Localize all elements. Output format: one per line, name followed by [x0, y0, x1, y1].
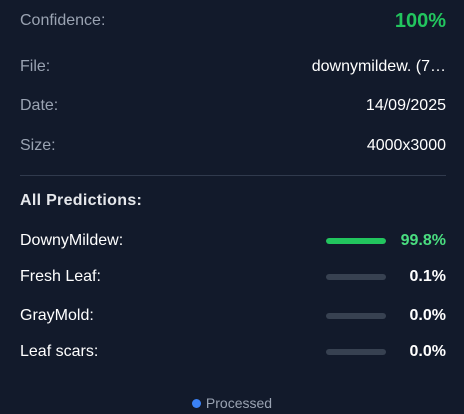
section-divider: [20, 175, 446, 176]
date-value: 14/09/2025: [365, 97, 446, 114]
prediction-bar-track: [326, 274, 386, 280]
prediction-percent: 0.1%: [409, 268, 446, 285]
processing-status: Processed: [0, 395, 464, 411]
prediction-percent: 99.8%: [400, 232, 446, 249]
file-row: File: downymildew. (7…: [20, 55, 446, 79]
prediction-row-graymold: GrayMold: 0.0%: [20, 304, 446, 328]
prediction-result: 99.8%: [326, 232, 446, 250]
size-value: 4000x3000: [366, 137, 446, 154]
prediction-percent: 0.0%: [409, 343, 446, 360]
prediction-label: GrayMold:: [20, 307, 94, 324]
prediction-row-leaf-scars: Leaf scars: 0.0%: [20, 340, 446, 364]
size-row: Size: 4000x3000: [20, 134, 446, 158]
prediction-bar-track: [326, 313, 386, 319]
date-row: Date: 14/09/2025: [20, 94, 446, 118]
predictions-title: All Predictions:: [20, 192, 143, 209]
confidence-label: Confidence:: [20, 12, 106, 29]
prediction-percent: 0.0%: [409, 307, 446, 324]
prediction-bar-track: [326, 238, 386, 244]
prediction-result: 0.0%: [326, 343, 446, 361]
file-label: File:: [20, 58, 51, 75]
confidence-value: 100%: [394, 9, 446, 32]
prediction-bar-fill: [326, 238, 386, 244]
status-label: Processed: [205, 395, 273, 411]
status-dot-icon: [191, 398, 201, 408]
size-label: Size:: [20, 137, 56, 154]
prediction-label: Fresh Leaf:: [20, 268, 101, 285]
prediction-result: 0.1%: [326, 268, 446, 286]
prediction-label: Leaf scars:: [20, 343, 99, 360]
date-label: Date:: [20, 97, 59, 114]
prediction-label: DownyMildew:: [20, 232, 124, 249]
prediction-result: 0.0%: [326, 307, 446, 325]
confidence-row: Confidence: 100%: [20, 9, 446, 33]
file-value: downymildew. (7…: [311, 58, 446, 75]
prediction-row-downymildew: DownyMildew: 99.8%: [20, 229, 446, 253]
prediction-row-fresh-leaf: Fresh Leaf: 0.1%: [20, 265, 446, 289]
prediction-bar-track: [326, 349, 386, 355]
